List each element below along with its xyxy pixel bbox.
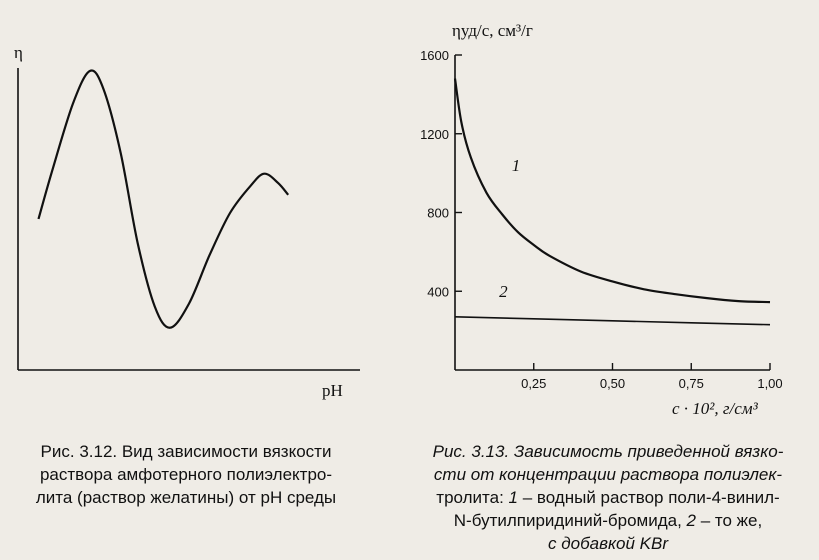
right-x-axis-label: c · 10², г/см³ — [672, 399, 759, 418]
right-ticks: 0,25 0,50 0,75 1,00 400 800 1200 1600 — [420, 48, 783, 391]
x-tick-label: 0,75 — [679, 376, 704, 391]
x-tick-label: 0,50 — [600, 376, 625, 391]
figure-3-13-caption: Рис. 3.13. Зависимость приведенной вязко… — [402, 440, 814, 555]
left-figure: η pH — [14, 43, 360, 400]
right-y-axis-label: ηуд/c, см³/г — [452, 21, 533, 40]
y-tick-label: 1600 — [420, 48, 449, 63]
y-tick-label: 400 — [427, 284, 449, 299]
series-1-label: 1 — [512, 156, 521, 175]
y-tick-label: 1200 — [420, 127, 449, 142]
left-x-axis-label: pH — [322, 381, 343, 400]
y-tick-label: 800 — [427, 206, 449, 221]
caption-line: сти от концентрации раствора полиэлек- — [433, 465, 783, 484]
caption-line: N-бутилпиридиний-бромида, 2 – то же, — [453, 511, 763, 530]
caption-line: тролита: 1 – водный раствор поли-4-винил… — [436, 488, 780, 507]
right-series: 12 — [453, 78, 771, 326]
caption-line: лита (раствор желатины) от pH среды — [35, 488, 337, 507]
series-2-line — [454, 316, 771, 326]
caption-line: раствора амфотерного полиэлектро- — [39, 465, 333, 484]
left-viscosity-curve — [37, 69, 290, 329]
left-y-axis-label: η — [14, 43, 23, 62]
caption-line: с добавкой KBr — [548, 534, 668, 553]
x-tick-label: 1,00 — [757, 376, 782, 391]
series-2-label: 2 — [499, 282, 508, 301]
right-figure: ηуд/c, см³/г c · 10², г/см³ 0,25 0,50 0,75… — [420, 21, 783, 418]
caption-line: Рис. 3.12. Вид зависимости вязкости — [40, 442, 332, 461]
figure-3-12-caption: Рис. 3.12. Вид зависимости вязкости раст… — [6, 440, 366, 509]
series-1-line — [453, 78, 771, 304]
caption-line: Рис. 3.13. Зависимость приведенной вязко… — [432, 442, 784, 461]
x-tick-label: 0,25 — [521, 376, 546, 391]
